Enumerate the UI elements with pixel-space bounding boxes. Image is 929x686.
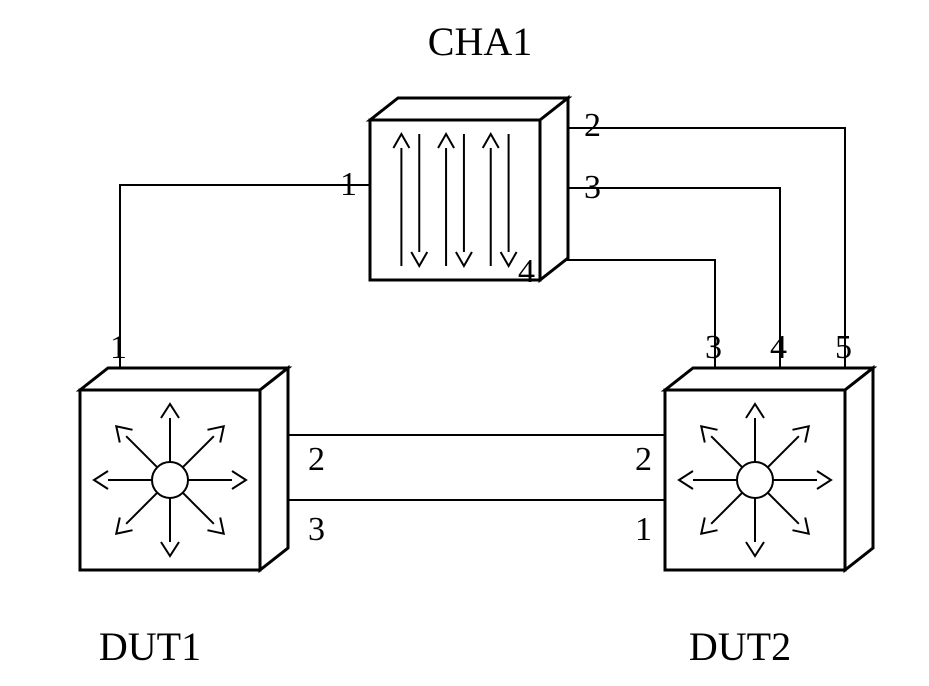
node-dut2-top-face — [665, 368, 873, 390]
node-cha1-top-face — [370, 98, 568, 120]
node-dut2-label: DUT2 — [689, 624, 791, 669]
node-dut2-right-face — [845, 368, 873, 570]
diagram-canvas: CHA1 1 2 3 4 DUT1 1 2 3 DUT2 1 2 3 4 5 — [0, 0, 929, 686]
port-label-dut2-2: 2 — [635, 441, 652, 478]
edge-cha1.4-dut2.3 — [540, 260, 715, 368]
edge-cha1.1-dut1.1 — [120, 185, 370, 368]
port-label-dut1-2: 2 — [308, 441, 325, 478]
node-dut1-label: DUT1 — [99, 624, 201, 669]
node-dut2 — [665, 368, 873, 570]
port-label-dut2-5: 5 — [835, 329, 852, 366]
node-cha1 — [370, 98, 568, 280]
node-dut1-right-face — [260, 368, 288, 570]
port-label-dut1-1: 1 — [110, 329, 127, 366]
node-cha1-right-face — [540, 98, 568, 280]
port-label-cha1-2: 2 — [584, 107, 601, 144]
hub-circle-icon — [152, 462, 188, 498]
port-label-dut2-3: 3 — [705, 329, 722, 366]
node-cha1-label: CHA1 — [428, 19, 532, 64]
edge-cha1.3-dut2.4 — [568, 188, 780, 368]
hub-circle-icon — [737, 462, 773, 498]
port-label-cha1-4: 4 — [518, 253, 535, 290]
port-label-dut2-4: 4 — [770, 329, 787, 366]
node-dut1-top-face — [80, 368, 288, 390]
port-label-dut2-1: 1 — [635, 511, 652, 548]
port-label-dut1-3: 3 — [308, 511, 325, 548]
port-label-cha1-1: 1 — [340, 166, 357, 203]
port-label-cha1-3: 3 — [584, 169, 601, 206]
node-dut1 — [80, 368, 288, 570]
